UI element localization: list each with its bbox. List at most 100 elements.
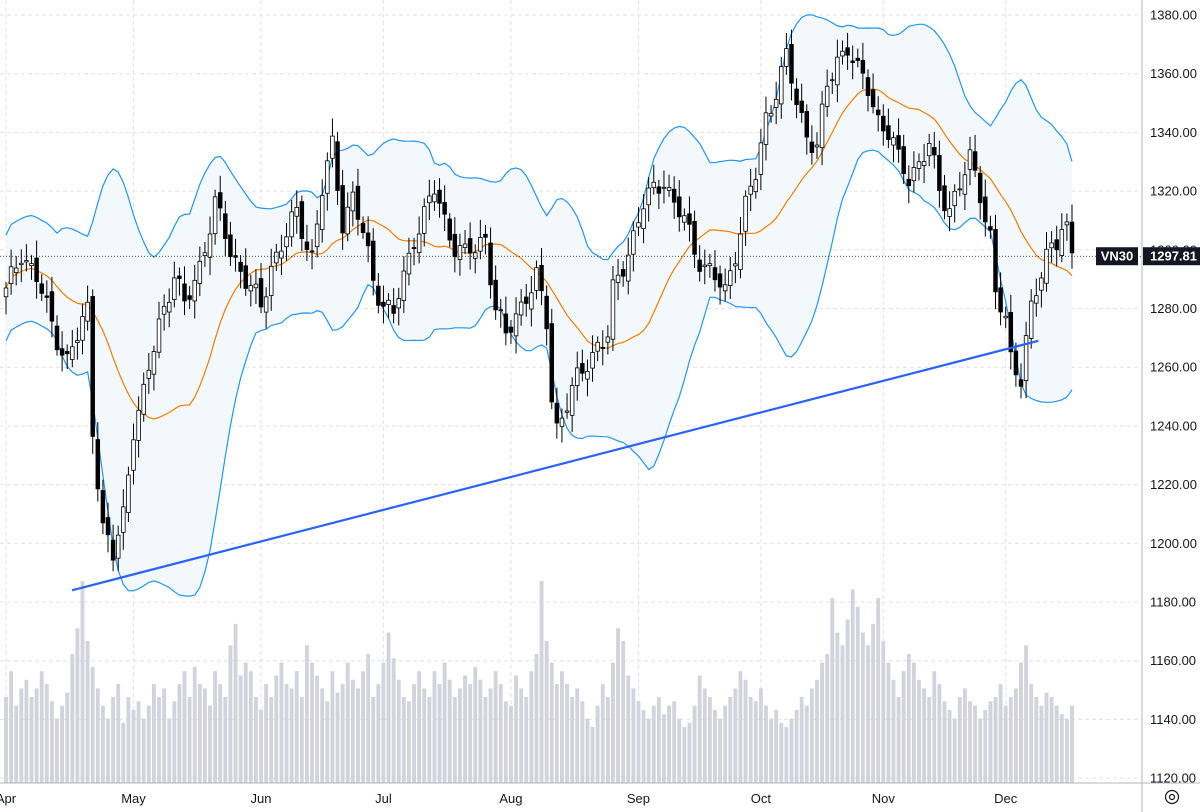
volume-bar (259, 709, 263, 783)
candle-body (911, 167, 917, 182)
volume-bar (580, 701, 585, 783)
candle-body (1013, 350, 1019, 376)
time-axis-label: Sep (627, 791, 650, 806)
candle-body (682, 215, 687, 223)
candle-body (585, 371, 590, 380)
candle-body (258, 278, 264, 308)
candle-body (932, 147, 937, 156)
candle-body (294, 207, 299, 217)
trendline-group[interactable] (71, 339, 1039, 592)
volume-bar (667, 705, 672, 783)
candle-body (942, 185, 947, 212)
volume-bar (1034, 697, 1039, 783)
candle-body (396, 298, 401, 309)
candle-body (937, 155, 942, 191)
candle-body (977, 172, 983, 204)
volume-bar (70, 654, 75, 783)
candle-body (539, 265, 544, 292)
candle-body (712, 267, 718, 281)
symbol-tag (1096, 247, 1138, 266)
volume-bar (886, 662, 891, 783)
candle-body (687, 213, 692, 225)
candle-body (773, 98, 779, 108)
volume-bar (437, 684, 442, 783)
volume-bar (253, 697, 258, 783)
candle-body (1008, 312, 1014, 353)
candle-body (319, 195, 325, 231)
candle-body (192, 279, 197, 302)
candle-body (49, 291, 55, 322)
price-axis-label: 1180.00 (1150, 595, 1196, 610)
price-axis-label: 1340.00 (1150, 125, 1197, 140)
volume-bar (641, 709, 646, 783)
candle-body (141, 383, 146, 415)
lower-band-line (5, 149, 1073, 597)
candle-body (768, 112, 774, 117)
volume-bar (835, 632, 840, 783)
volume-bar (1008, 697, 1013, 783)
candle-body (422, 206, 427, 234)
candle-body (967, 149, 973, 170)
volume-bar (213, 671, 218, 783)
price-axis-label: 1200.00 (1150, 536, 1197, 551)
volume-bar (412, 684, 416, 783)
volume-bar (779, 722, 784, 783)
candle-body (177, 275, 182, 279)
candle-body (406, 252, 412, 275)
volume-bar (988, 701, 993, 783)
candle-body (146, 369, 152, 379)
candle-body (304, 241, 310, 250)
volume-bar (121, 722, 126, 783)
candle-body (830, 79, 835, 82)
volume-bar (758, 688, 763, 783)
volume-bar (294, 671, 299, 783)
settings-gear-icon (1164, 789, 1180, 805)
volume-bar (299, 697, 304, 783)
candle-body (559, 417, 565, 427)
candle-body (355, 185, 361, 220)
volume-bar (529, 671, 534, 783)
price-axis[interactable]: 1380.001360.001340.001320.001300.001280.… (1141, 0, 1197, 812)
volume-bar (248, 671, 253, 783)
candle-body (156, 318, 162, 353)
candle-body (590, 352, 595, 369)
volume-bar (876, 598, 881, 783)
candle-body (886, 125, 891, 140)
candle-body (534, 267, 539, 291)
settings-button[interactable] (1160, 786, 1184, 808)
volume-bar (983, 709, 988, 783)
volume-bar (238, 675, 243, 783)
candle-body (29, 263, 34, 267)
candle-body (722, 284, 728, 292)
candle-body (1054, 239, 1059, 251)
candle-body (901, 146, 906, 175)
volume-bar (1044, 692, 1049, 783)
time-axis-label: Jul (375, 791, 392, 806)
candle-body (651, 181, 656, 189)
volume-bar (116, 684, 121, 783)
candle-body (365, 232, 371, 247)
candle-body (19, 262, 24, 266)
volume-bar (34, 688, 39, 783)
volume-bar (264, 684, 269, 783)
candle-body (110, 539, 116, 561)
volume-bar (860, 632, 865, 783)
candle-body (789, 44, 794, 84)
volume-bar (406, 701, 411, 783)
volume-bar (100, 705, 105, 783)
candle-body (666, 187, 672, 191)
candle-body (983, 196, 988, 223)
volume-bar (427, 697, 432, 783)
candle-body (498, 309, 503, 312)
volume-bar (478, 679, 483, 783)
candle-body (75, 340, 80, 343)
candle-body (646, 187, 651, 206)
volume-bar (616, 628, 620, 783)
candle-body (136, 409, 141, 441)
candle-body (1003, 315, 1008, 319)
volume-bar (554, 684, 559, 783)
volume-bar (111, 697, 116, 783)
time-axis[interactable]: Apr May Jun Jul Aug Sep Oct Nov Dec (0, 782, 1200, 806)
volume-bar (381, 662, 386, 783)
